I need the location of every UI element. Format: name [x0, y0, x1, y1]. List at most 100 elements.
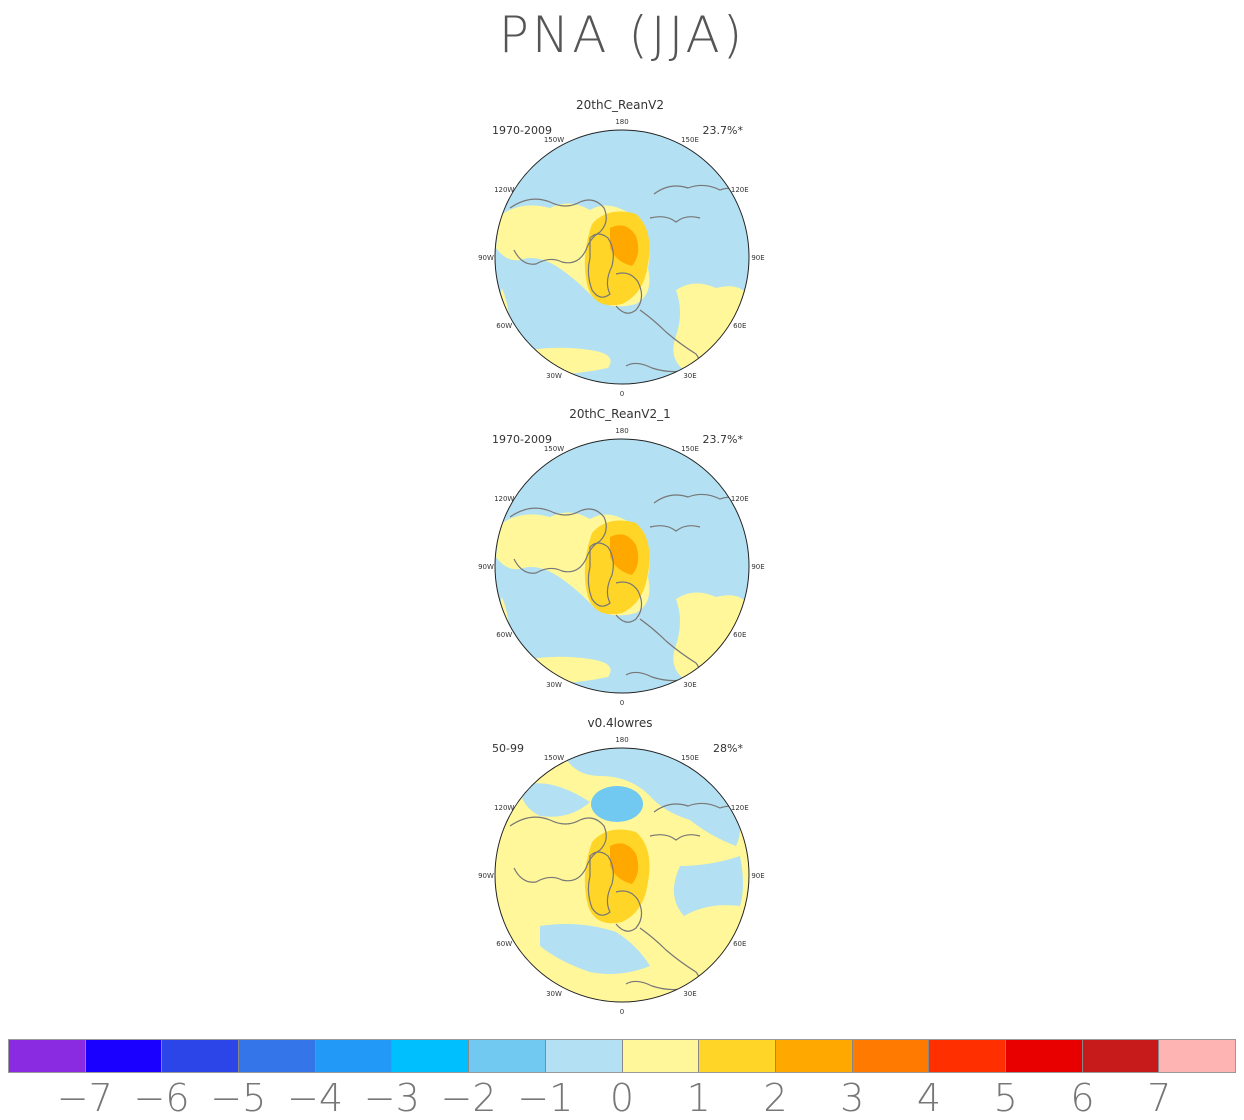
positive-anomaly-region [673, 283, 748, 370]
longitude-label: 60W [496, 631, 512, 639]
colorbar-swatch [622, 1040, 700, 1072]
longitude-label: 120E [731, 186, 749, 194]
variance-label: 23.7%* [702, 433, 743, 446]
coastline [587, 542, 614, 607]
page-title: PNA (JJA) [498, 6, 746, 64]
longitude-label: 90W [478, 254, 494, 262]
map-panel-2: 180 150E 120E 90E 60E 30E 0 30W 60W 90W 120W 150W 20… [440, 407, 800, 707]
colorbar-tick-label: −5 [210, 1076, 267, 1120]
colorbar-tick-label: −3 [363, 1076, 420, 1120]
colorbar-tick-label: 4 [916, 1076, 942, 1120]
colorbar-tick-label: 3 [840, 1076, 865, 1120]
colorbar-tick-label: −1 [517, 1076, 574, 1120]
longitude-label: 120W [494, 804, 514, 812]
longitude-label: 150W [544, 136, 564, 144]
colorbar-swatch [315, 1040, 393, 1072]
negative-anomaly-core [591, 786, 643, 822]
longitude-label: 30W [546, 990, 562, 998]
anomaly-core-orange [610, 843, 639, 884]
longitude-label: 150E [681, 136, 699, 144]
colorbar-swatch [699, 1040, 776, 1072]
map-boundary [494, 747, 750, 1003]
colorbar-swatch [775, 1040, 853, 1072]
map-panel-3: 180 150E 120E 90E 60E 30E 0 30W 60W 90W 120W 150W v0… [440, 716, 800, 1016]
coastline [587, 233, 614, 298]
longitude-label: 30E [683, 681, 696, 689]
panel-title: 20thC_ReanV2 [576, 98, 664, 112]
coastline [509, 198, 607, 265]
colorbar-tick-label: −4 [286, 1076, 344, 1120]
period-label: 50-99 [492, 742, 524, 755]
longitude-label: 60W [496, 322, 512, 330]
variance-label: 28%* [713, 742, 743, 755]
colorbar-swatch [545, 1040, 623, 1072]
colorbar-swatch [239, 1040, 316, 1072]
colorbar-tick-label: 2 [763, 1076, 788, 1120]
longitude-label: 150W [544, 754, 564, 762]
coastline [615, 581, 643, 623]
longitude-label: 150E [681, 445, 699, 453]
longitude-label: 60E [733, 631, 746, 639]
map-panel-1: 180 150E 120E 90E 60E 30E 0 30W 60W 90W 120W 150W 20… [440, 98, 800, 398]
period-label: 1970-2009 [492, 124, 552, 137]
colorbar-swatch [392, 1040, 470, 1072]
coastline [509, 816, 607, 883]
longitude-label: 90W [478, 872, 494, 880]
map-boundary [494, 129, 750, 385]
colorbar-tick-label: 7 [1147, 1076, 1172, 1120]
anomaly-core-orange [610, 534, 639, 575]
longitude-label: 120E [731, 495, 749, 503]
longitude-label: 30W [546, 681, 562, 689]
coastline [649, 216, 701, 223]
negative-anomaly-region [540, 924, 650, 974]
negative-anomaly-region [673, 856, 743, 916]
coastline [649, 525, 701, 532]
colorbar-tick-label: −7 [56, 1076, 113, 1120]
coastline [649, 834, 701, 841]
longitude-label: 90W [478, 563, 494, 571]
longitude-label: 120W [494, 186, 514, 194]
panel-title: v0.4lowres [587, 716, 653, 730]
colorbar-swatch [929, 1040, 1006, 1072]
longitude-label: 0 [620, 1008, 624, 1016]
colorbar-swatch [85, 1040, 163, 1072]
map-boundary [494, 438, 750, 694]
longitude-label: 30W [546, 372, 562, 380]
coastline [587, 851, 614, 916]
colorbar [8, 1039, 1236, 1073]
panel-title: 20thC_ReanV2_1 [569, 407, 671, 421]
coastline [615, 890, 643, 932]
longitude-label: 0 [620, 699, 624, 707]
negative-anomaly-region [520, 783, 590, 817]
polar-map: 180 150E 120E 90E 60E 30E 0 30W 60W 90W 120W 150W [478, 118, 765, 398]
colorbar-tick-label: 0 [609, 1076, 635, 1120]
polar-map: 180 150E 120E 90E 60E 30E 0 30W 60W 90W 120W 150W [478, 736, 765, 1016]
colorbar-tick-label: 5 [993, 1076, 1018, 1120]
colorbar-tick-label: −6 [133, 1076, 190, 1120]
positive-anomaly-region [673, 592, 748, 679]
longitude-label: 150E [681, 754, 699, 762]
colorbar-swatch [1082, 1040, 1160, 1072]
longitude-label: 180 [615, 427, 628, 435]
longitude-label: 60W [496, 940, 512, 948]
longitude-label: 180 [615, 118, 628, 126]
colorbar-swatch [852, 1040, 930, 1072]
variance-label: 23.7%* [702, 124, 743, 137]
colorbar-swatch [469, 1040, 546, 1072]
colorbar-tick-label: 6 [1070, 1076, 1095, 1120]
longitude-label: 60E [733, 322, 746, 330]
polar-map: 180 150E 120E 90E 60E 30E 0 30W 60W 90W 120W 150W [478, 427, 765, 707]
colorbar-swatch [1159, 1040, 1235, 1072]
longitude-label: 60E [733, 940, 746, 948]
colorbar-swatch [9, 1040, 86, 1072]
longitude-label: 150W [544, 445, 564, 453]
coastline [615, 272, 643, 314]
longitude-label: 30E [683, 372, 696, 380]
longitude-label: 0 [620, 390, 624, 398]
longitude-label: 30E [683, 990, 696, 998]
longitude-label: 90E [751, 563, 764, 571]
longitude-label: 180 [615, 736, 628, 744]
longitude-label: 90E [751, 872, 764, 880]
longitude-label: 120W [494, 495, 514, 503]
period-label: 1970-2009 [492, 433, 552, 446]
